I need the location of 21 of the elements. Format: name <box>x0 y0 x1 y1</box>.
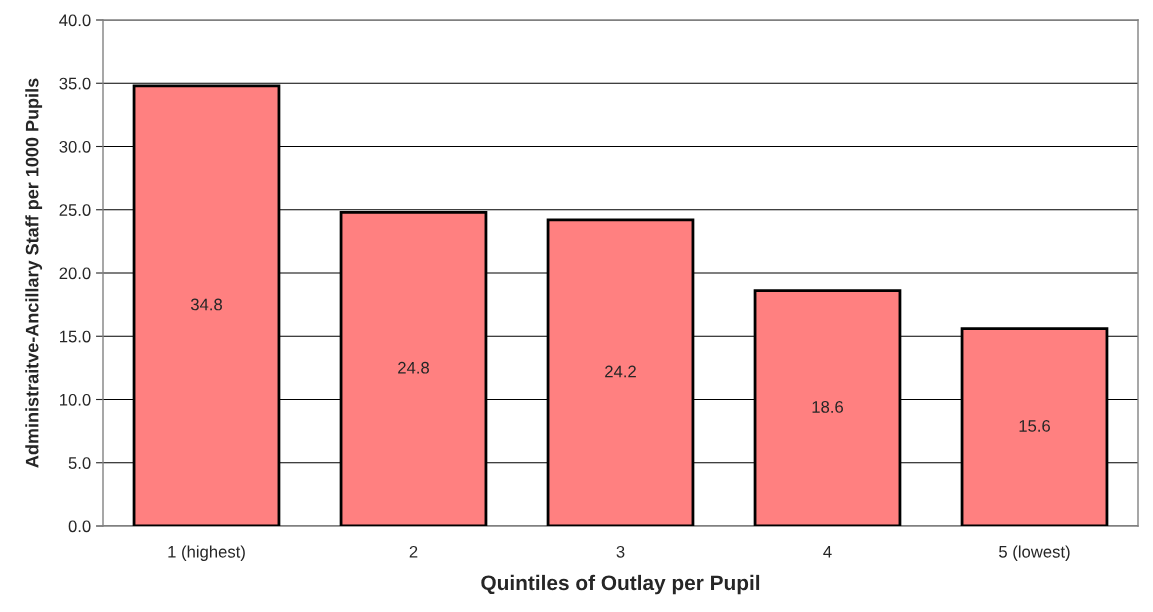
y-tick-label: 40.0 <box>59 14 91 27</box>
y-axis-title: Administraitve-Ancillary Staff per 1000 Pupils <box>25 78 43 468</box>
y-tick-label: 0.0 <box>68 520 91 533</box>
x-tick-label: 4 <box>823 546 832 558</box>
y-tick-label: 10.0 <box>60 393 91 406</box>
x-axis-title: Quintiles of Outlay per Pupil <box>481 574 760 595</box>
y-tick-label: 20.0 <box>59 267 91 280</box>
data-label: 24.8 <box>398 361 429 374</box>
y-tick-label: 35.0 <box>59 77 91 90</box>
y-tick-label: 25.0 <box>59 204 91 216</box>
y-tick-label: 5.0 <box>68 457 91 469</box>
data-label: 24.2 <box>605 365 636 378</box>
data-label: 34.8 <box>190 298 222 311</box>
x-tick-label: 5 (lowest) <box>999 545 1070 561</box>
x-tick-label: 1 (highest) <box>168 545 245 561</box>
x-tick-label: 3 <box>616 545 625 558</box>
y-tick-label: 15.0 <box>60 330 91 343</box>
data-label: 15.6 <box>1019 420 1050 432</box>
y-tick-label: 30.0 <box>59 140 91 153</box>
data-label: 18.6 <box>812 401 843 413</box>
x-tick-label: 2 <box>409 545 418 558</box>
